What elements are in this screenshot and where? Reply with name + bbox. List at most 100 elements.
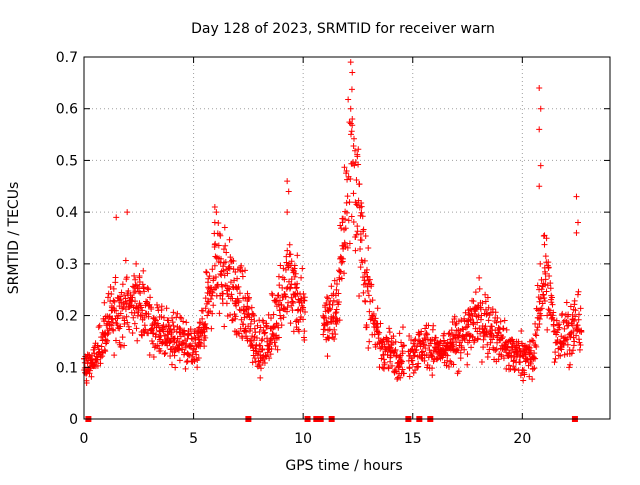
data-point: [259, 317, 266, 324]
data-point: [453, 347, 460, 354]
data-point: [268, 290, 275, 297]
data-point: [530, 338, 537, 345]
data-point: [210, 302, 217, 309]
data-point: [350, 135, 357, 142]
data-point: [102, 348, 109, 355]
data-point: [528, 337, 535, 344]
data-point: [282, 293, 289, 300]
data-point: [354, 228, 361, 235]
data-point: [259, 346, 266, 353]
data-point: [422, 345, 429, 352]
data-point: [267, 351, 274, 358]
data-point: [203, 324, 210, 331]
data-point: [394, 376, 401, 383]
data-point: [410, 340, 417, 347]
data-point: [568, 350, 575, 357]
data-point: [341, 164, 348, 171]
data-point: [542, 281, 549, 288]
data-point: [560, 340, 567, 347]
data-point: [421, 357, 428, 364]
data-point: [396, 330, 403, 337]
data-point: [499, 334, 506, 341]
data-point: [520, 377, 527, 384]
data-point: [234, 275, 241, 282]
data-point: [326, 334, 333, 341]
data-point: [99, 353, 106, 360]
data-point: [168, 361, 175, 368]
data-point: [354, 223, 361, 230]
data-point: [137, 290, 144, 297]
data-point: [185, 351, 192, 358]
data-point: [364, 287, 371, 294]
data-point: [330, 297, 337, 304]
data-point: [368, 281, 375, 288]
data-point: [350, 218, 357, 225]
data-point: [230, 258, 237, 265]
data-point: [226, 236, 233, 243]
data-point: [111, 352, 118, 359]
data-point: [486, 312, 493, 319]
data-point: [347, 105, 354, 112]
data-point: [301, 328, 308, 335]
data-point: [418, 354, 425, 361]
data-point: [454, 347, 461, 354]
data-point: [323, 300, 330, 307]
data-point: [201, 343, 208, 350]
data-point: [290, 328, 297, 335]
data-point: [423, 330, 430, 337]
data-point: [392, 367, 399, 374]
data-point: [536, 320, 543, 327]
data-point: [326, 305, 333, 312]
x-tick-label: 15: [404, 431, 422, 447]
data-point: [498, 335, 505, 342]
data-point: [333, 281, 340, 288]
data-point: [229, 295, 236, 302]
data-point: [212, 240, 219, 247]
data-point: [271, 339, 278, 346]
data-point: [231, 277, 238, 284]
data-point: [331, 326, 338, 333]
data-point: [464, 361, 471, 368]
data-point: [536, 85, 543, 92]
data-point: [541, 294, 548, 301]
data-point: [532, 331, 539, 338]
data-point: [139, 307, 146, 314]
data-point: [227, 254, 234, 261]
data-point: [178, 314, 185, 321]
data-point: [131, 320, 138, 327]
data-point: [355, 161, 362, 168]
data-point: [540, 291, 547, 298]
data-point: [323, 294, 330, 301]
data-point: [347, 176, 354, 183]
data-point: [384, 338, 391, 345]
data-point: [246, 294, 253, 301]
data-point: [366, 308, 373, 315]
data-point: [548, 294, 555, 301]
data-point: [123, 300, 130, 307]
data-point: [374, 305, 381, 312]
data-point: [567, 334, 574, 341]
data-point: [351, 162, 358, 169]
y-tick-label: 0.1: [56, 360, 78, 376]
data-point: [362, 233, 369, 240]
data-point: [147, 294, 154, 301]
data-point: [399, 358, 406, 365]
data-point: [456, 331, 463, 338]
data-point: [386, 325, 393, 332]
data-point: [277, 315, 284, 322]
data-point: [105, 329, 112, 336]
data-point: [169, 319, 176, 326]
data-point: [251, 312, 258, 319]
data-point: [191, 358, 198, 365]
data-point: [205, 275, 212, 282]
data-point: [392, 338, 399, 345]
data-point: [235, 299, 242, 306]
data-point: [124, 319, 131, 326]
data-point: [467, 316, 474, 323]
data-point: [254, 322, 261, 329]
data-point: [202, 320, 209, 327]
data-point: [283, 253, 290, 260]
data-point: [221, 323, 228, 330]
data-point: [356, 293, 363, 300]
data-point: [217, 232, 224, 239]
